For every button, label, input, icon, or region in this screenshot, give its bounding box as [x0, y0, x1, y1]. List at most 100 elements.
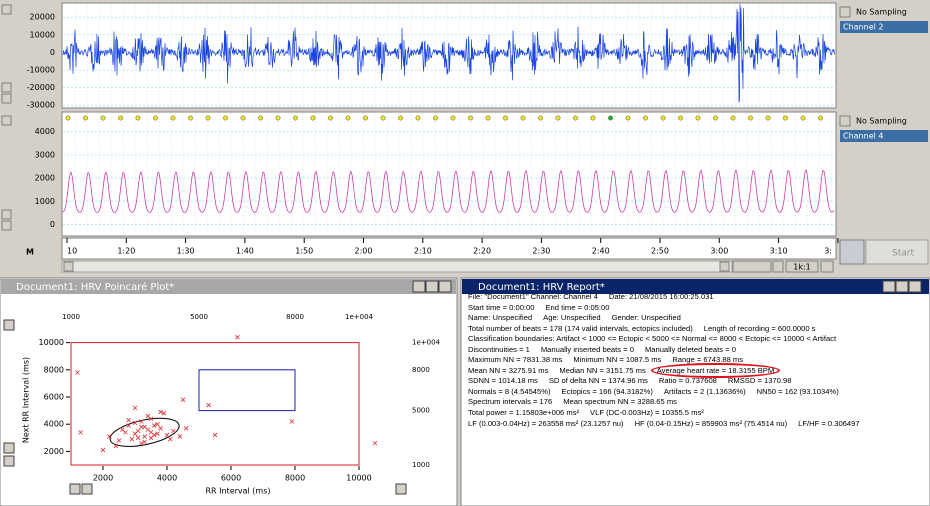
report-field: File: "Document1" Channel: Channel 4: [468, 292, 598, 301]
maximize-button[interactable]: [896, 281, 908, 292]
zoom-in[interactable]: [821, 261, 833, 272]
scale-plus[interactable]: [82, 484, 92, 494]
beat-marker: [381, 116, 385, 120]
beat-marker: [468, 116, 472, 120]
beat-marker: [241, 116, 245, 120]
beat-marker: [591, 116, 595, 120]
axis-menu[interactable]: [396, 484, 406, 494]
report-field: LF/HF = 0.306497: [798, 419, 859, 428]
y-tick-label: 8000: [44, 365, 64, 374]
scale-plus[interactable]: [2, 210, 11, 219]
beat-marker: [801, 116, 805, 120]
beat-marker: [573, 116, 577, 120]
close-button[interactable]: [439, 281, 451, 292]
time-label: 2:30: [532, 247, 550, 256]
report-field: Gender: Unspecified: [612, 313, 681, 322]
report-field: Mean spectrum NN = 3288.65 ms: [563, 397, 677, 406]
sampling-label: No Sampling: [856, 8, 907, 17]
time-label: 1:20: [117, 247, 135, 256]
y-tick-label: -10000: [27, 66, 55, 75]
report-field: VLF (DC-0.003Hz) = 10355.5 ms²: [590, 408, 704, 417]
scale-plus[interactable]: [4, 456, 14, 466]
beat-marker: [328, 116, 332, 120]
zoom-out[interactable]: [773, 261, 783, 272]
report-field: NN50 = 162 (93.1034%): [757, 387, 839, 396]
beat-marker: [783, 116, 787, 120]
report-field: Age: Unspecified: [543, 313, 600, 322]
x-tick-label: 4000: [157, 474, 177, 483]
report-field: Length of recording = 600.0000 s: [704, 324, 816, 333]
sampling-menu[interactable]: [840, 116, 850, 126]
scroll-right[interactable]: [720, 262, 729, 271]
y-tick-label: 2000: [35, 174, 55, 183]
scrollbar[interactable]: [62, 261, 732, 272]
report-line: File: "Document1" Channel: Channel 4Date…: [468, 292, 926, 303]
report-line: Spectrum intervals = 176 Mean spectrum NN…: [468, 397, 926, 408]
right-tick-label: 5000: [412, 407, 430, 415]
right-tick-label: 1000: [412, 461, 430, 469]
report-field: Spectrum intervals = 176: [468, 397, 552, 406]
axis-menu[interactable]: [4, 443, 14, 453]
channel-name: Channel 4: [843, 132, 883, 141]
sampling-label: No Sampling: [856, 117, 907, 126]
sampling-menu[interactable]: [840, 7, 850, 17]
y-tick-label: 2000: [44, 447, 64, 456]
time-label: 2:50: [651, 247, 669, 256]
beat-marker: [521, 116, 525, 120]
scale-minus[interactable]: [70, 484, 80, 494]
top-tick-label: 1000: [62, 313, 80, 321]
report-line: SDNN = 1014.18 msSD of delta NN = 1374.9…: [468, 376, 926, 387]
scroll-left[interactable]: [64, 262, 73, 271]
report-field: HF (0.04-0.15Hz) = 859903 ms² (75.4514 n…: [635, 419, 788, 428]
beat-marker: [223, 116, 227, 120]
scale-plus[interactable]: [2, 83, 11, 92]
sampling-icon[interactable]: [840, 240, 864, 264]
report-line: Total power = 1.15803e+006 ms²VLF (DC-0.…: [468, 408, 926, 419]
beat-marker: [608, 116, 612, 120]
maximize-button[interactable]: [426, 281, 438, 292]
time-label: 2:20: [473, 247, 491, 256]
axis-menu[interactable]: [4, 320, 14, 330]
beat-marker: [748, 116, 752, 120]
time-label: 3:00: [710, 247, 728, 256]
beat-marker: [398, 116, 402, 120]
beat-marker: [451, 116, 455, 120]
beat-marker: [276, 116, 280, 120]
beat-marker: [153, 116, 157, 120]
scale-minus[interactable]: [2, 94, 11, 103]
y-tick-label: -30000: [27, 101, 55, 110]
report-line: Start time = 0:00:00End time = 0:05:00: [468, 303, 926, 314]
beat-marker: [258, 116, 262, 120]
beat-marker: [83, 116, 87, 120]
minimize-button[interactable]: [413, 281, 425, 292]
report-field: LF (0.003-0.04Hz) = 263558 ms² (23.1257 …: [468, 419, 624, 428]
report-line: Classification boundaries: Artifact < 10…: [468, 334, 926, 345]
time-label: 3:: [824, 247, 832, 256]
beat-marker: [66, 116, 70, 120]
channel-menu[interactable]: [2, 116, 11, 125]
report-line: Mean NN = 3275.91 msMedian NN = 3151.75 …: [468, 366, 926, 377]
report-field: Manually deleted beats = 0: [645, 345, 736, 354]
beat-marker: [433, 116, 437, 120]
close-button[interactable]: [909, 281, 921, 292]
report-line: Normals = 8 (4.54545%)Ectopics = 166 (94…: [468, 387, 926, 398]
beat-marker: [346, 116, 350, 120]
top-tick-label: 5000: [190, 313, 208, 321]
report-text: File: "Document1" Channel: Channel 4Date…: [468, 292, 926, 429]
beat-marker: [731, 116, 735, 120]
channel-menu[interactable]: [2, 5, 11, 14]
scale-minus[interactable]: [2, 221, 11, 230]
beat-marker: [363, 116, 367, 120]
report-line: LF (0.003-0.04Hz) = 263558 ms² (23.1257 …: [468, 419, 926, 430]
y-tick-label: 0: [50, 220, 55, 229]
beat-marker: [626, 116, 630, 120]
beat-marker: [713, 116, 717, 120]
beat-marker: [171, 116, 175, 120]
y-tick-label: -20000: [27, 83, 55, 92]
report-field: Name: Unspecified: [468, 313, 532, 322]
zoom-buttons[interactable]: [733, 261, 771, 272]
minimize-button[interactable]: [883, 281, 895, 292]
report-line: Name: Unspecified Age: Unspecified Gender:…: [468, 313, 926, 324]
report-field: Mean NN = 3275.91 ms: [468, 366, 548, 375]
